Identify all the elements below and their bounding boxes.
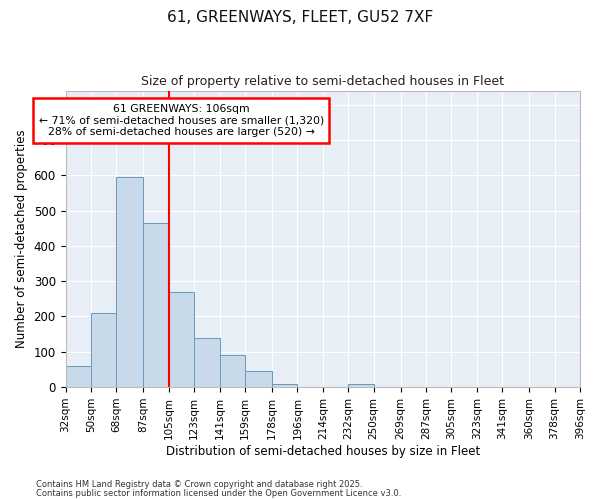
X-axis label: Distribution of semi-detached houses by size in Fleet: Distribution of semi-detached houses by …: [166, 444, 480, 458]
Bar: [272, 384, 298, 387]
Title: Size of property relative to semi-detached houses in Fleet: Size of property relative to semi-detach…: [141, 75, 504, 88]
Bar: [65, 366, 91, 387]
Text: 61 GREENWAYS: 106sqm
← 71% of semi-detached houses are smaller (1,320)
28% of se: 61 GREENWAYS: 106sqm ← 71% of semi-detac…: [39, 104, 324, 137]
Text: Contains public sector information licensed under the Open Government Licence v3: Contains public sector information licen…: [36, 489, 401, 498]
Bar: [348, 384, 374, 387]
Text: Contains HM Land Registry data © Crown copyright and database right 2025.: Contains HM Land Registry data © Crown c…: [36, 480, 362, 489]
Bar: [194, 338, 220, 387]
Bar: [245, 370, 272, 387]
Bar: [116, 177, 143, 387]
Bar: [143, 223, 169, 387]
Y-axis label: Number of semi-detached properties: Number of semi-detached properties: [15, 130, 28, 348]
Bar: [220, 356, 245, 387]
Text: 61, GREENWAYS, FLEET, GU52 7XF: 61, GREENWAYS, FLEET, GU52 7XF: [167, 10, 433, 25]
Bar: [169, 292, 194, 387]
Bar: [91, 313, 116, 387]
